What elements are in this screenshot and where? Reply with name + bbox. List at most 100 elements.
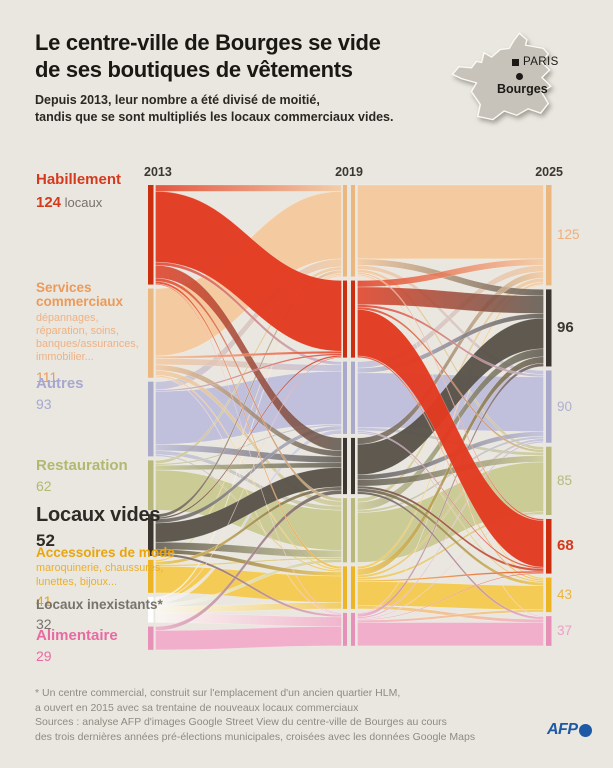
category-subtitle-line: dépannages, <box>36 311 99 324</box>
sankey-stage-1 <box>357 184 544 647</box>
category-label-S: Services commerciaux dépannages, réparation… <box>36 280 168 385</box>
sankey-flow <box>357 184 544 260</box>
paris-label: PARIS <box>523 56 559 68</box>
category-label-V: Locaux vides 52 <box>36 504 168 551</box>
category-value-unit: locaux <box>61 195 103 211</box>
value-2025-S: 125 <box>557 227 580 243</box>
sankey-flow <box>357 491 544 620</box>
category-value-2013: 52 <box>36 531 168 551</box>
footnote-line-1: * Un centre commercial, construit sur l'… <box>35 687 401 699</box>
sankey-flow <box>155 425 342 524</box>
sankey-flow <box>357 513 544 620</box>
category-label-A: Autres 93 <box>36 375 168 413</box>
sankey-flow <box>155 265 342 451</box>
sankey-node-S <box>148 288 154 378</box>
sankey-flow <box>357 609 544 623</box>
sankey-node-Al <box>148 626 154 650</box>
category-value-2013: 111 <box>36 369 168 385</box>
sankey-flow <box>357 304 544 378</box>
category-value-number: 29 <box>36 648 52 665</box>
category-title: Habillement <box>36 171 168 188</box>
sankey-flow <box>155 486 342 565</box>
sankey-flow <box>155 549 342 577</box>
category-label-R: Restauration 62 <box>36 457 168 494</box>
sankey-stage-0 <box>155 184 342 651</box>
sankey-node-V <box>546 289 552 367</box>
sankey-node-S <box>351 185 355 277</box>
value-2025-A: 90 <box>557 398 573 414</box>
sankey-node-R <box>343 498 347 563</box>
sankey-flow <box>357 572 544 621</box>
category-value-number: 41 <box>36 592 52 609</box>
sankey-flow <box>155 489 342 631</box>
sankey-node-A <box>343 361 347 434</box>
sankey-node-H <box>343 280 347 358</box>
column-header-2013: 2013 <box>144 165 172 179</box>
sankey-node-I <box>148 596 154 623</box>
category-title: Alimentaire <box>36 627 168 644</box>
footnote: * Un centre commercial, construit sur l'… <box>35 686 400 715</box>
category-title-line: Autres <box>36 375 84 392</box>
afp-logo-text: AFP <box>547 721 578 738</box>
category-value-number: 32 <box>36 616 52 633</box>
sankey-node-R <box>148 460 154 511</box>
sankey-node-A <box>148 381 154 457</box>
sankey-node-Ac <box>148 559 154 593</box>
sankey-node-Ac <box>546 577 552 613</box>
sources-line-1: Sources : analyse AFP d'images Google St… <box>35 716 447 728</box>
subtitle-line-2: tandis que se sont multipliés les locaux… <box>35 109 394 124</box>
sankey-flow <box>357 455 544 487</box>
footnote-line-2: a ouvert en 2015 avec sa trentaine de no… <box>35 701 359 714</box>
sankey-flow <box>357 488 544 586</box>
sources-line-2: des trois dernières années pré-élections… <box>35 730 476 743</box>
sankey-node-H <box>148 185 154 285</box>
sankey-node-V <box>343 437 347 495</box>
category-value-number: 93 <box>36 396 52 413</box>
sankey-flow <box>357 430 544 569</box>
value-2025-Al: 37 <box>557 622 573 638</box>
category-subtitle-line: lunettes, bijoux... <box>36 575 118 588</box>
sankey-flow <box>357 622 544 647</box>
sankey-node-V <box>148 514 154 556</box>
afp-logo: AFP <box>547 721 592 739</box>
sankey-node-S <box>343 185 347 277</box>
sankey-flow <box>155 612 342 627</box>
category-value-2013: 62 <box>36 478 168 494</box>
sankey-flow <box>357 258 544 288</box>
category-subtitle-line: banques/assurances, <box>36 338 139 351</box>
category-label-Al: Alimentaire 29 <box>36 627 168 665</box>
category-label-H: Habillement 124 locaux <box>36 171 168 211</box>
category-value-2013: 124 locaux <box>36 194 168 211</box>
category-title-line: commerciaux <box>36 294 124 310</box>
sankey-flow <box>155 462 342 471</box>
category-title: Services commerciaux <box>36 280 168 310</box>
category-value-number: 52 <box>36 531 55 551</box>
france-map-shape <box>451 32 552 121</box>
category-value-number: 62 <box>36 478 52 495</box>
title-line-2: de ses boutiques de vêtements <box>35 56 353 82</box>
paris-marker-icon <box>512 59 519 66</box>
sankey-node-Ac <box>351 566 355 609</box>
value-2025-V: 96 <box>557 318 574 336</box>
category-title-line: Locaux inexistants* <box>36 597 163 612</box>
category-title-line: Habillement <box>36 171 122 188</box>
sankey-node-R <box>546 446 552 515</box>
sankey-flow <box>155 184 342 192</box>
category-value-2013: 41 <box>36 593 168 609</box>
category-title: Locaux vides <box>36 504 168 526</box>
sankey-flow <box>357 355 544 582</box>
category-title: Autres <box>36 375 168 392</box>
sankey-flow <box>155 277 342 502</box>
sankey-flow <box>357 286 544 314</box>
category-subtitle-line: maroquinerie, chaussures, <box>36 562 164 575</box>
sankey-node-S <box>546 185 552 286</box>
sankey-flow <box>155 283 342 614</box>
column-header-2025: 2025 <box>535 165 563 179</box>
sankey-node-V <box>351 437 355 495</box>
sankey-node-Ac <box>343 566 347 609</box>
sankey-flow <box>357 363 544 618</box>
value-2025-Ac: 43 <box>557 586 573 602</box>
category-label-I: Locaux inexistants* 32 <box>36 597 168 633</box>
